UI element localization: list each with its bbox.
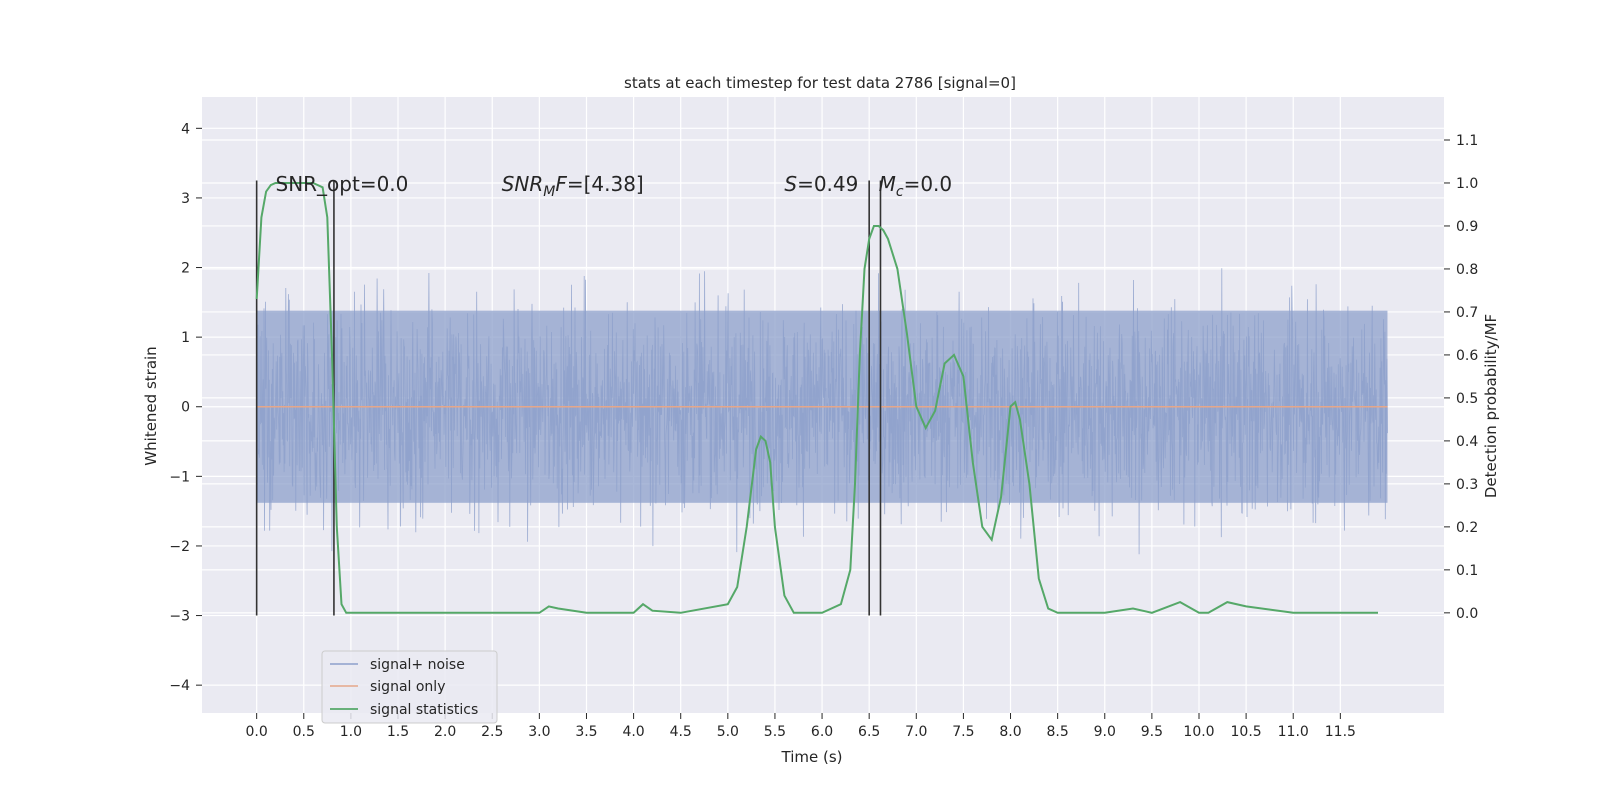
series-signal-statistics: [255, 182, 1378, 614]
x-tick-label: 0.5: [293, 724, 315, 740]
legend-label-noise: signal+ noise: [370, 657, 465, 673]
y2-tick-label: 0.0: [1456, 606, 1478, 622]
x-tick-label: 3.0: [528, 724, 550, 740]
x-tick-label: 11.5: [1325, 724, 1356, 740]
y2-tick-label: 0.9: [1456, 219, 1478, 235]
y-tick-label: 4: [181, 121, 190, 137]
x-tick-label: 6.5: [858, 724, 880, 740]
y2-tick-label: 0.1: [1456, 563, 1478, 579]
legend-label-stats: signal statistics: [370, 702, 478, 718]
y2-tick-label: 1.1: [1456, 133, 1478, 149]
y2-tick-label: 0.6: [1456, 348, 1478, 364]
y2-tick-label: 0.3: [1456, 477, 1478, 493]
x-tick-label: 10.5: [1231, 724, 1262, 740]
y2-tick-label: 0.2: [1456, 520, 1478, 536]
x-axis: 0.0 0.5 1.0 1.5 2.0 2.5 3.0 3.5 4.0 4.5 5.0 5.5 6.0 6…: [246, 713, 1356, 740]
signal-statistics-line: [255, 182, 1378, 614]
x-tick-label: 7.5: [952, 724, 974, 740]
x-tick-label: 5.5: [764, 724, 786, 740]
y-tick-label: 2: [181, 261, 190, 277]
legend-label-signal: signal only: [370, 679, 445, 695]
legend-frame: [321, 650, 498, 724]
x-tick-label: 2.5: [481, 724, 503, 740]
annotation-text: SNR_opt=0.0: [276, 172, 409, 196]
legend: signal+ noise signal only signal statist…: [321, 650, 498, 724]
x-tick-label: 11.0: [1278, 724, 1309, 740]
x-tick-label: 3.5: [575, 724, 597, 740]
x-tick-label: 8.5: [1047, 724, 1069, 740]
y2-tick-label: 0.8: [1456, 262, 1478, 278]
x-tick-label: 4.5: [670, 724, 692, 740]
y-tick-label: 0: [181, 400, 190, 416]
y-tick-label: 3: [181, 191, 190, 207]
x-tick-label: 10.0: [1183, 724, 1214, 740]
x-tick-label: 6.0: [811, 724, 833, 740]
y2-tick-label: 0.7: [1456, 305, 1478, 321]
x-tick-label: 5.0: [717, 724, 739, 740]
y-tick-label: −4: [169, 678, 190, 694]
x-tick-label: 4.0: [622, 724, 644, 740]
y-axis-right: 0.0 0.1 0.2 0.3 0.4 0.5 0.6 0.7 0.8 0.9 1.0 1.1: [1444, 133, 1478, 622]
y2-tick-label: 0.4: [1456, 434, 1478, 450]
y-axis-left: −4 −3 −2 −1 0 1 2 3 4: [169, 121, 202, 694]
x-tick-label: 1.5: [387, 724, 409, 740]
y-tick-label: −3: [169, 609, 190, 625]
x-tick-label: 0.0: [246, 724, 268, 740]
annotation-text: Mc=0.0: [879, 172, 953, 200]
y-tick-label: 1: [181, 330, 190, 346]
y2-tick-label: 1.0: [1456, 176, 1478, 192]
annotation-text: S=0.49: [784, 172, 858, 196]
x-tick-label: 2.0: [434, 724, 456, 740]
x-tick-label: 9.0: [1094, 724, 1116, 740]
x-axis-label: Time (s): [781, 748, 843, 766]
y-axis-label: Whitened strain: [142, 346, 160, 465]
x-tick-label: 7.0: [905, 724, 927, 740]
y2-axis-label: Detection probability/MF: [1482, 314, 1500, 498]
x-tick-label: 8.0: [999, 724, 1021, 740]
annotation-text: SNRMF=[4.38]: [502, 172, 644, 200]
y2-tick-label: 0.5: [1456, 391, 1478, 407]
x-tick-label: 1.0: [340, 724, 362, 740]
y-tick-label: −2: [169, 539, 190, 555]
x-tick-label: 9.5: [1141, 724, 1163, 740]
chart-title: stats at each timestep for test data 278…: [624, 74, 1016, 92]
y-tick-label: −1: [169, 469, 190, 485]
annotations: SNR_opt=0.0 SNRMF=[4.38] S=0.49 Mc=0.0: [276, 172, 953, 200]
